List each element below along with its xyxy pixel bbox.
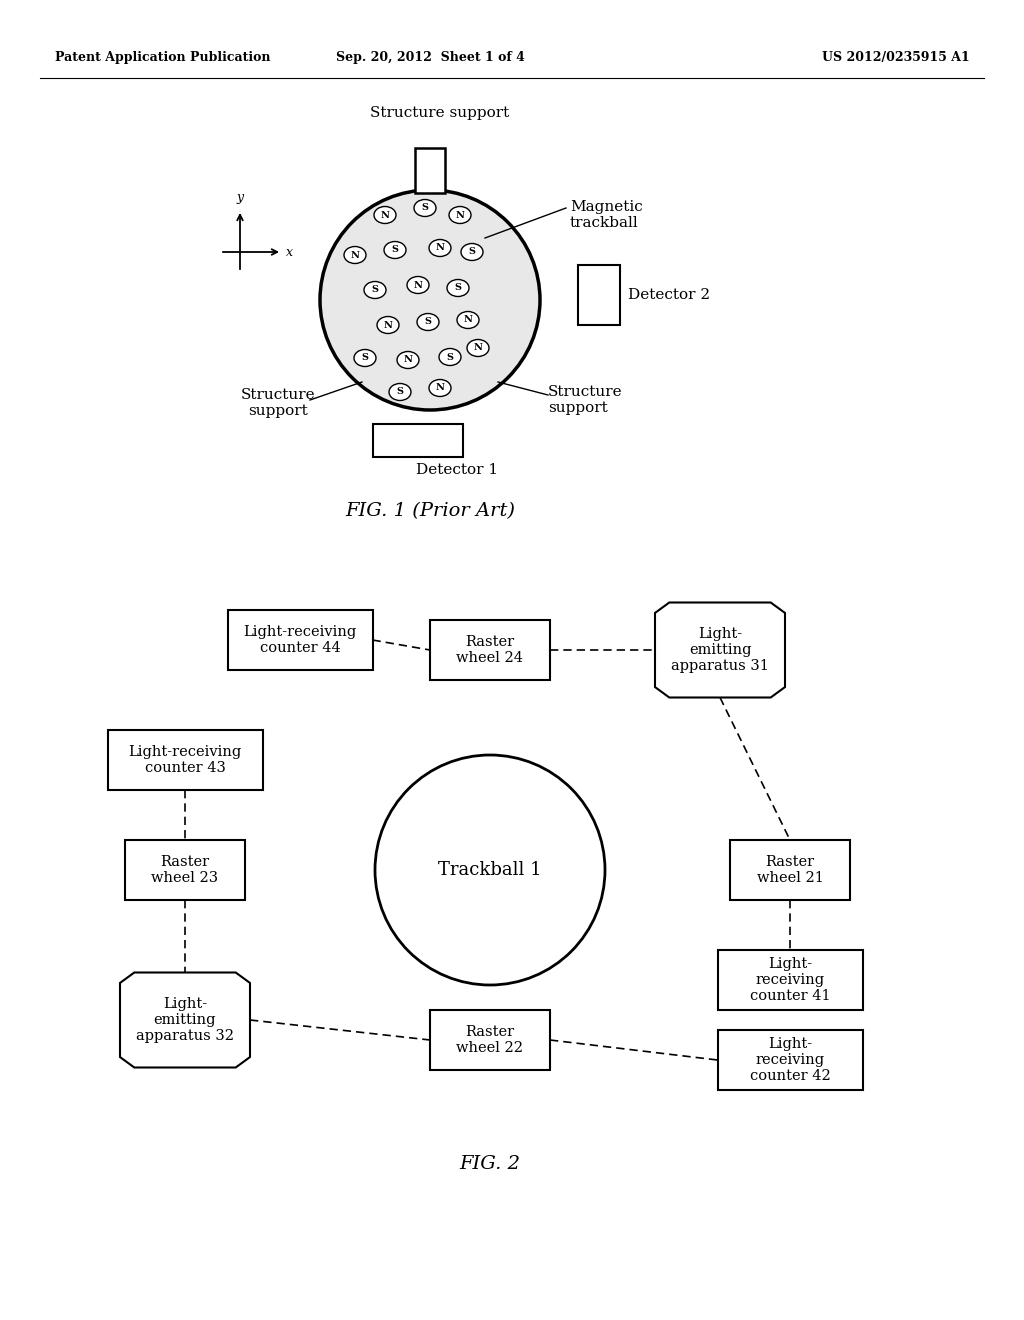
Ellipse shape bbox=[354, 350, 376, 367]
Text: Structure
support: Structure support bbox=[241, 388, 315, 418]
Text: y: y bbox=[237, 191, 244, 205]
Text: N: N bbox=[456, 210, 465, 219]
Text: N: N bbox=[381, 210, 389, 219]
Ellipse shape bbox=[377, 317, 399, 334]
Ellipse shape bbox=[374, 206, 396, 223]
Bar bbox=[730, 840, 850, 900]
Text: S: S bbox=[446, 352, 454, 362]
Polygon shape bbox=[655, 602, 785, 697]
Ellipse shape bbox=[384, 242, 406, 259]
Text: Structure
support: Structure support bbox=[548, 385, 623, 416]
Bar bbox=[718, 1030, 862, 1090]
Text: Detector 1: Detector 1 bbox=[416, 462, 498, 477]
Ellipse shape bbox=[467, 339, 489, 356]
Bar bbox=[578, 265, 620, 325]
Text: N: N bbox=[414, 281, 423, 289]
Text: S: S bbox=[469, 248, 475, 256]
Ellipse shape bbox=[449, 206, 471, 223]
Bar bbox=[718, 950, 862, 1010]
Text: Raster
wheel 22: Raster wheel 22 bbox=[457, 1024, 523, 1055]
Text: Raster
wheel 21: Raster wheel 21 bbox=[757, 855, 823, 886]
Bar bbox=[108, 730, 262, 789]
Text: N: N bbox=[384, 321, 392, 330]
Ellipse shape bbox=[389, 384, 411, 400]
Ellipse shape bbox=[364, 281, 386, 298]
Text: N: N bbox=[473, 343, 482, 352]
Text: Magnetic
trackball: Magnetic trackball bbox=[570, 201, 643, 230]
Text: S: S bbox=[425, 318, 431, 326]
Text: S: S bbox=[391, 246, 398, 255]
Ellipse shape bbox=[461, 243, 483, 260]
Ellipse shape bbox=[429, 239, 451, 256]
Ellipse shape bbox=[407, 276, 429, 293]
Text: Detector 2: Detector 2 bbox=[628, 288, 710, 302]
Text: N: N bbox=[350, 251, 359, 260]
Polygon shape bbox=[120, 973, 250, 1068]
Ellipse shape bbox=[397, 351, 419, 368]
Bar bbox=[227, 610, 373, 671]
Text: S: S bbox=[422, 203, 428, 213]
Bar bbox=[125, 840, 245, 900]
Ellipse shape bbox=[439, 348, 461, 366]
Text: Light-receiving
counter 44: Light-receiving counter 44 bbox=[244, 624, 356, 655]
Ellipse shape bbox=[417, 314, 439, 330]
Text: S: S bbox=[372, 285, 379, 294]
Text: Light-receiving
counter 43: Light-receiving counter 43 bbox=[128, 744, 242, 775]
Text: Light-
receiving
counter 41: Light- receiving counter 41 bbox=[750, 957, 830, 1003]
Text: S: S bbox=[361, 354, 369, 363]
Text: x: x bbox=[286, 246, 293, 259]
Text: US 2012/0235915 A1: US 2012/0235915 A1 bbox=[822, 51, 970, 65]
Text: Trackball 1: Trackball 1 bbox=[438, 861, 542, 879]
Text: Light-
receiving
counter 42: Light- receiving counter 42 bbox=[750, 1036, 830, 1084]
Ellipse shape bbox=[414, 199, 436, 216]
Text: S: S bbox=[396, 388, 403, 396]
Ellipse shape bbox=[447, 280, 469, 297]
Ellipse shape bbox=[344, 247, 366, 264]
Text: FIG. 1 (Prior Art): FIG. 1 (Prior Art) bbox=[345, 502, 515, 520]
Text: N: N bbox=[435, 243, 444, 252]
Text: S: S bbox=[455, 284, 462, 293]
Text: Structure support: Structure support bbox=[371, 106, 510, 120]
Text: Light-
emitting
apparatus 32: Light- emitting apparatus 32 bbox=[136, 997, 234, 1043]
Bar bbox=[373, 424, 463, 457]
Text: Light-
emitting
apparatus 31: Light- emitting apparatus 31 bbox=[671, 627, 769, 673]
Text: Raster
wheel 23: Raster wheel 23 bbox=[152, 855, 218, 886]
Text: Raster
wheel 24: Raster wheel 24 bbox=[457, 635, 523, 665]
Bar bbox=[430, 1010, 550, 1071]
Text: Sep. 20, 2012  Sheet 1 of 4: Sep. 20, 2012 Sheet 1 of 4 bbox=[336, 51, 524, 65]
Ellipse shape bbox=[429, 380, 451, 396]
Circle shape bbox=[319, 190, 540, 411]
Text: FIG. 2: FIG. 2 bbox=[460, 1155, 520, 1173]
Text: N: N bbox=[435, 384, 444, 392]
Bar bbox=[415, 148, 445, 193]
Text: N: N bbox=[403, 355, 413, 364]
Ellipse shape bbox=[457, 312, 479, 329]
Text: Patent Application Publication: Patent Application Publication bbox=[55, 51, 270, 65]
Text: N: N bbox=[464, 315, 472, 325]
Bar bbox=[430, 620, 550, 680]
